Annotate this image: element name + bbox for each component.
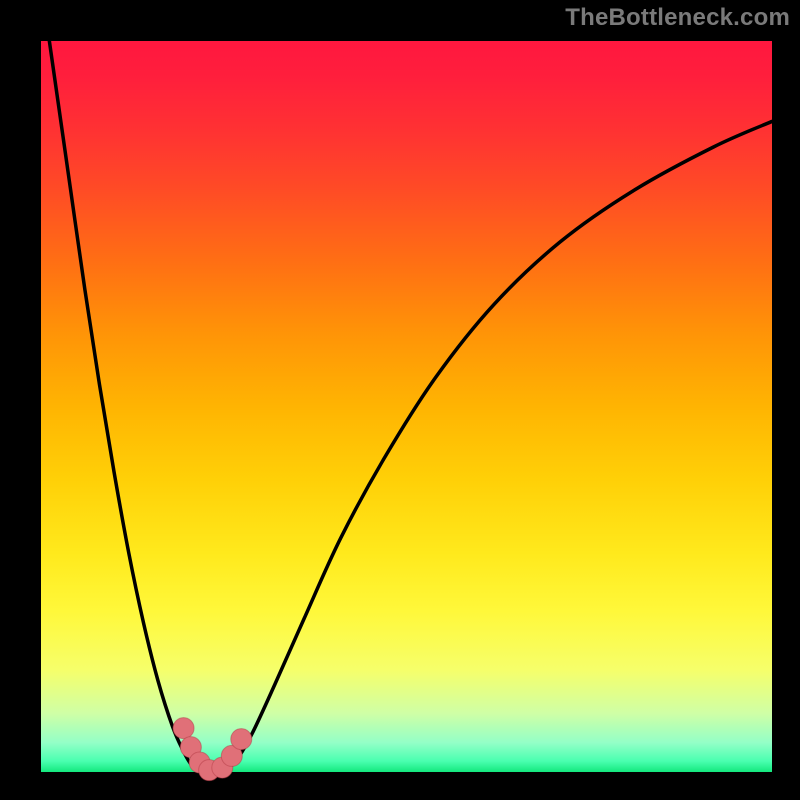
watermark-label: TheBottleneck.com: [565, 4, 790, 32]
chart-root: TheBottleneck.com: [0, 0, 800, 800]
marker-dot: [231, 729, 252, 750]
marker-dot: [173, 718, 194, 739]
chart-svg: [0, 0, 800, 800]
gradient-plot-area: [41, 41, 772, 772]
